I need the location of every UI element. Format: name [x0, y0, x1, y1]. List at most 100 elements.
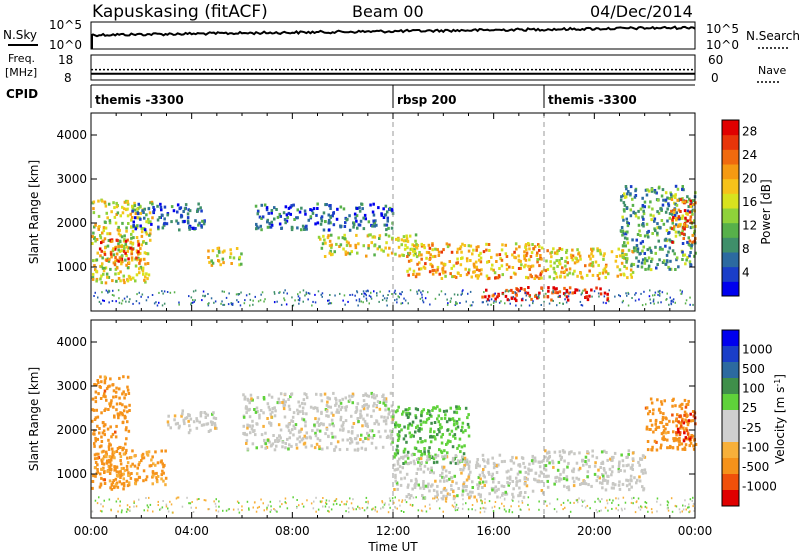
heatmap-cell — [568, 267, 572, 271]
heatmap-cell — [461, 425, 464, 429]
heatmap-cell — [111, 452, 114, 456]
heatmap-cell — [481, 471, 485, 474]
heatmap-cell — [101, 262, 104, 266]
heatmap-cell — [455, 421, 459, 425]
heatmap-cell — [96, 415, 100, 419]
heatmap-cell — [284, 501, 286, 504]
heatmap-cell — [363, 213, 367, 217]
heatmap-cell — [625, 484, 629, 488]
heatmap-cell — [599, 287, 602, 291]
heatmap-cell — [644, 188, 648, 192]
heatmap-cell — [674, 504, 677, 507]
heatmap-cell — [393, 452, 397, 456]
heatmap-cell — [504, 252, 508, 256]
colorbar-swatch — [722, 474, 739, 491]
heatmap-cell — [449, 461, 453, 465]
heatmap-cell — [669, 191, 672, 195]
heatmap-cell — [467, 292, 469, 295]
heatmap-cell — [102, 269, 106, 273]
heatmap-cell — [602, 477, 605, 481]
heatmap-cell — [617, 497, 620, 500]
heatmap-cell — [457, 444, 461, 448]
heatmap-cell — [402, 254, 405, 257]
heatmap-cell — [446, 441, 449, 445]
heatmap-cell — [235, 293, 238, 296]
heatmap-cell — [299, 291, 301, 294]
heatmap-cell — [161, 469, 164, 473]
heatmap-cell — [513, 297, 517, 301]
heatmap-cell — [506, 481, 509, 484]
heatmap-cell — [538, 474, 541, 478]
heatmap-cell — [143, 257, 146, 261]
heatmap-cell — [115, 213, 118, 216]
heatmap-cell — [310, 208, 314, 212]
heatmap-cell — [431, 248, 434, 252]
heatmap-cell — [336, 408, 339, 412]
heatmap-cell — [467, 475, 470, 479]
heatmap-cell — [103, 389, 107, 393]
heatmap-cell — [457, 507, 460, 509]
heatmap-cell — [296, 506, 298, 509]
heatmap-cell — [260, 293, 262, 296]
heatmap-cell — [510, 505, 512, 508]
heatmap-cell — [210, 259, 214, 263]
heatmap-cell — [431, 408, 434, 412]
heatmap-cell — [322, 211, 326, 215]
heatmap-cell — [436, 496, 438, 499]
heatmap-cell — [626, 276, 629, 280]
heatmap-cell — [650, 423, 654, 427]
heatmap-cell — [608, 300, 610, 303]
heatmap-cell — [483, 465, 487, 469]
heatmap-cell — [487, 303, 489, 306]
heatmap-cell — [610, 470, 614, 474]
heatmap-cell — [426, 412, 429, 415]
heatmap-cell — [97, 228, 101, 231]
heatmap-cell — [548, 275, 552, 279]
heatmap-cell — [118, 228, 121, 232]
heatmap-cell — [359, 507, 361, 510]
heatmap-cell — [400, 302, 402, 305]
heatmap-cell — [388, 410, 391, 414]
heatmap-cell — [681, 242, 685, 245]
heatmap-cell — [542, 459, 545, 463]
heatmap-cell — [302, 398, 306, 402]
heatmap-cell — [545, 259, 548, 263]
heatmap-cell — [676, 413, 679, 417]
heatmap-cell — [643, 205, 647, 209]
heatmap-cell — [650, 508, 653, 511]
heatmap-cell — [661, 291, 664, 294]
heatmap-cell — [102, 229, 106, 233]
heatmap-cell — [441, 471, 444, 475]
heatmap-cell — [328, 423, 332, 427]
heatmap-cell — [562, 292, 566, 296]
heatmap-cell — [648, 410, 652, 413]
heatmap-cell — [383, 223, 387, 227]
heatmap-cell — [430, 421, 433, 425]
heatmap-cell — [481, 502, 483, 505]
heatmap-cell — [660, 400, 663, 404]
heatmap-cell — [579, 300, 582, 303]
heatmap-cell — [456, 425, 460, 429]
heatmap-cell — [666, 219, 669, 223]
heatmap-cell — [624, 232, 628, 236]
heatmap-cell — [118, 480, 122, 484]
heatmap-cell — [419, 267, 423, 271]
heatmap-cell — [495, 471, 499, 474]
heatmap-cell — [106, 275, 109, 279]
heatmap-cell — [618, 487, 622, 491]
heatmap-cell — [450, 429, 454, 433]
heatmap-cell — [143, 207, 147, 211]
heatmap-cell — [342, 247, 345, 251]
heatmap-cell — [473, 270, 476, 274]
heatmap-cell — [536, 296, 539, 300]
heatmap-cell — [394, 473, 397, 477]
heatmap-cell — [203, 499, 206, 502]
heatmap-cell — [659, 503, 662, 506]
heatmap-cell — [620, 507, 623, 510]
velocity-ylabel: Slant Range [km] — [27, 367, 41, 471]
heatmap-cell — [415, 255, 419, 259]
heatmap-cell — [621, 509, 623, 512]
heatmap-cell — [145, 450, 149, 454]
heatmap-cell — [112, 289, 114, 292]
heatmap-cell — [661, 247, 664, 251]
